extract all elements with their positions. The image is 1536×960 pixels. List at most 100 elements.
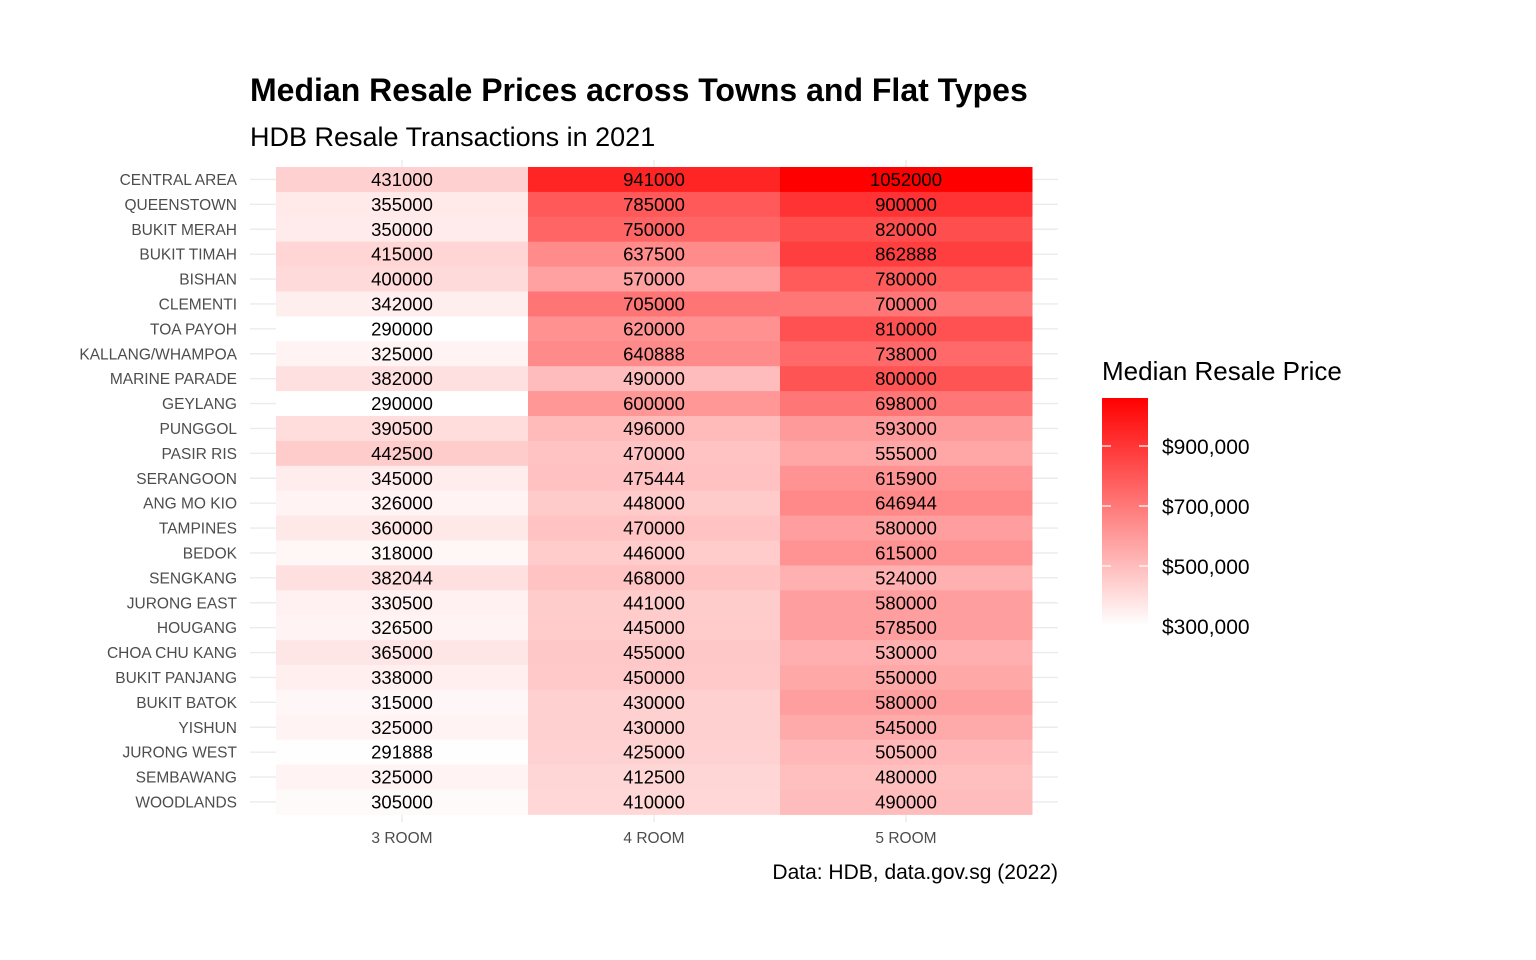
heatmap-cell [528, 540, 781, 566]
y-tick-label: SERANGOON [136, 471, 237, 488]
color-legend: Median Resale Price $300,000 $500,000 $700… [1102, 356, 1342, 639]
cell-value-label: 705000 [623, 293, 685, 314]
y-tick-label: ANG MO KIO [143, 496, 237, 513]
cell-value-label: 496000 [623, 418, 685, 439]
cell-value-label: 490000 [623, 368, 685, 389]
heatmap-cell [276, 291, 529, 317]
heatmap-cell [528, 789, 781, 815]
heatmap-cell [276, 366, 529, 392]
cell-value-label: 365000 [371, 642, 433, 663]
heatmap-cell [780, 191, 1033, 218]
cell-value-label: 315000 [371, 692, 433, 713]
y-tick-label: BUKIT BATOK [136, 695, 237, 712]
heatmap-cell [780, 490, 1033, 517]
cell-value-label: 325000 [371, 767, 433, 788]
heatmap-cell [528, 291, 781, 317]
cell-value-label: 810000 [875, 318, 937, 339]
chart-subtitle: HDB Resale Transactions in 2021 [250, 122, 655, 152]
y-tick-label: SENGKANG [149, 570, 237, 587]
cell-value-label: 550000 [875, 667, 937, 688]
cell-value-label: 468000 [623, 567, 685, 588]
cell-value-label: 445000 [623, 617, 685, 638]
cell-value-label: 390500 [371, 418, 433, 439]
cell-value-label: 441000 [623, 592, 685, 613]
heatmap-cell [276, 216, 529, 243]
heatmap-cell [276, 590, 529, 616]
heatmap-cell [528, 665, 781, 691]
cell-value-label: 785000 [623, 194, 685, 215]
cell-value-label: 338000 [371, 667, 433, 688]
x-tick-label: 4 ROOM [623, 830, 684, 847]
cell-value-label: 505000 [875, 742, 937, 763]
heatmap-cell [780, 391, 1033, 417]
heatmap-cell [528, 241, 781, 268]
cell-value-label: 382000 [371, 368, 433, 389]
heatmap-cell [276, 266, 529, 292]
cell-value-label: 326000 [371, 493, 433, 514]
y-tick-label: TOA PAYOH [150, 321, 237, 338]
y-tick-label: JURONG EAST [127, 595, 238, 612]
heatmap-cell [528, 191, 781, 218]
legend-tick-label: $900,000 [1162, 436, 1250, 459]
y-axis-tick-labels: CENTRAL AREA QUEENSTOWN BUKIT MERAH BUKIT T… [79, 172, 237, 812]
heatmap-cell [528, 341, 781, 367]
cell-value-label: 330500 [371, 592, 433, 613]
cell-value-label: 700000 [875, 293, 937, 314]
cell-value-label: 646944 [875, 493, 937, 514]
heatmap-cell [528, 316, 781, 342]
cell-value-label: 780000 [875, 269, 937, 290]
cell-value-label: 470000 [623, 518, 685, 539]
legend-colorbar [1102, 398, 1148, 626]
heatmap-cell [780, 590, 1033, 616]
cell-value-label: 1052000 [870, 169, 942, 190]
heatmap-cell [276, 241, 529, 268]
heatmap-cell [780, 565, 1033, 591]
heatmap-cell [780, 540, 1033, 566]
heatmap-cell [276, 565, 529, 591]
heatmap-cell [276, 789, 529, 815]
cell-value-label: 425000 [623, 742, 685, 763]
cell-value-label: 640888 [623, 343, 685, 364]
cell-value-label: 430000 [623, 717, 685, 738]
cell-value-label: 555000 [875, 443, 937, 464]
heatmap-cell [780, 665, 1033, 691]
x-tick-label: 5 ROOM [875, 830, 936, 847]
y-tick-label: BUKIT MERAH [131, 222, 237, 239]
heatmap-cell [528, 366, 781, 392]
heatmap-cell [528, 515, 781, 541]
cell-value-label: 698000 [875, 393, 937, 414]
heatmap-cell [276, 416, 529, 442]
chart-caption: Data: HDB, data.gov.sg (2022) [772, 861, 1058, 884]
heatmap-cells [276, 167, 1033, 815]
cell-value-label: 305000 [371, 791, 433, 812]
heatmap-cell [528, 416, 781, 442]
cell-value-label: 355000 [371, 194, 433, 215]
heatmap-cell [528, 465, 781, 492]
y-tick-label: SEMBAWANG [136, 770, 237, 787]
cell-value-label: 530000 [875, 642, 937, 663]
y-tick-label: YISHUN [178, 720, 237, 737]
heatmap-cell [276, 714, 529, 741]
heatmap-cell [276, 739, 529, 766]
cell-value-label: 430000 [623, 692, 685, 713]
cell-value-label: 290000 [371, 318, 433, 339]
cell-value-label: 450000 [623, 667, 685, 688]
cell-value-label: 412500 [623, 767, 685, 788]
y-tick-label: PASIR RIS [161, 446, 237, 463]
cell-value-label: 580000 [875, 592, 937, 613]
cell-value-label: 318000 [371, 542, 433, 563]
legend-tick-label: $500,000 [1162, 556, 1250, 579]
y-tick-label: MARINE PARADE [110, 371, 237, 388]
heatmap-cell [780, 241, 1033, 268]
cell-value-label: 431000 [371, 169, 433, 190]
cell-value-label: 382044 [371, 567, 433, 588]
cell-value-label: 820000 [875, 219, 937, 240]
heatmap-cell [276, 689, 529, 716]
heatmap-cell [780, 316, 1033, 342]
cell-value-label: 900000 [875, 194, 937, 215]
cell-value-label: 291888 [371, 742, 433, 763]
heatmap-cell [528, 640, 781, 666]
cell-value-label: 800000 [875, 368, 937, 389]
heatmap-cell [528, 590, 781, 616]
